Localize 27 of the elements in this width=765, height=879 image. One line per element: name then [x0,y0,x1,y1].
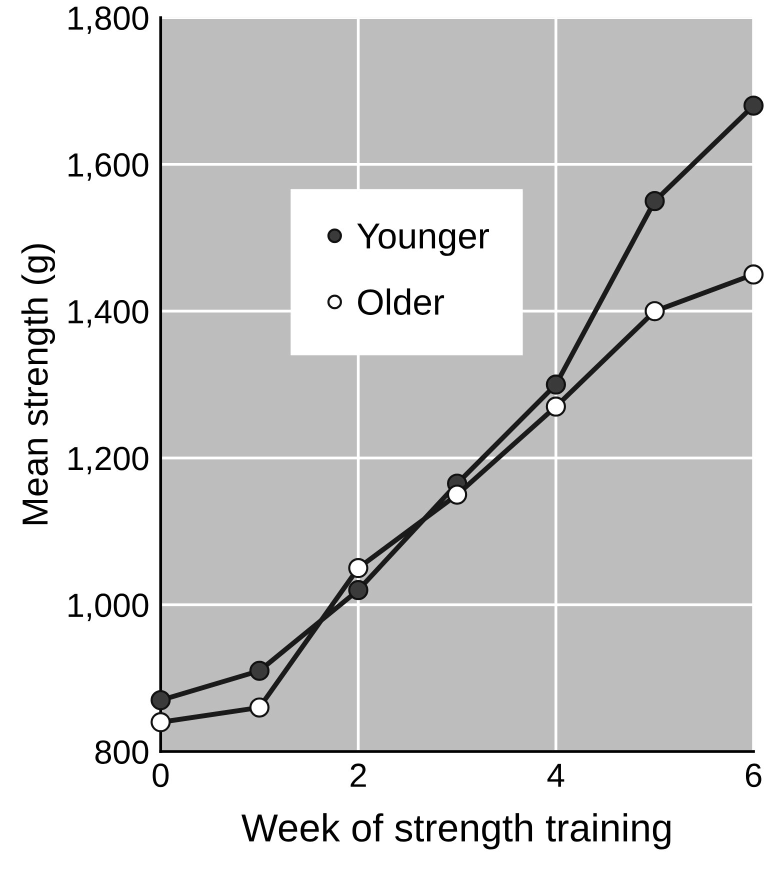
point [743,96,764,116]
point [348,580,368,600]
x-tick-label: 6 [746,764,762,788]
legend-label: Older [358,288,444,315]
y-tick-label: 1,800 [68,6,148,34]
point [447,484,468,505]
legend-label: Younger [357,224,489,256]
y-tick-label: 1,000 [68,594,148,622]
point [348,558,368,578]
y-tick-label: 1,200 [68,446,148,474]
y-axis-title: Mean strength (g) [21,244,56,524]
x-tick-label: 2 [350,764,366,787]
point [743,264,764,285]
point [546,396,566,417]
x-axis-title: Week of strength training [241,813,670,850]
y-tick-label: 1,600 [68,153,148,181]
x-tick-label: 4 [547,764,564,787]
y-tick-label: 800 [95,740,148,764]
point [249,660,270,681]
point [150,712,171,732]
point [546,374,566,395]
point [644,301,665,322]
point [150,690,171,710]
point [249,697,270,718]
x-tick-label: 0 [152,764,169,788]
y-tick-label: 1,400 [68,300,148,328]
point [644,191,665,212]
